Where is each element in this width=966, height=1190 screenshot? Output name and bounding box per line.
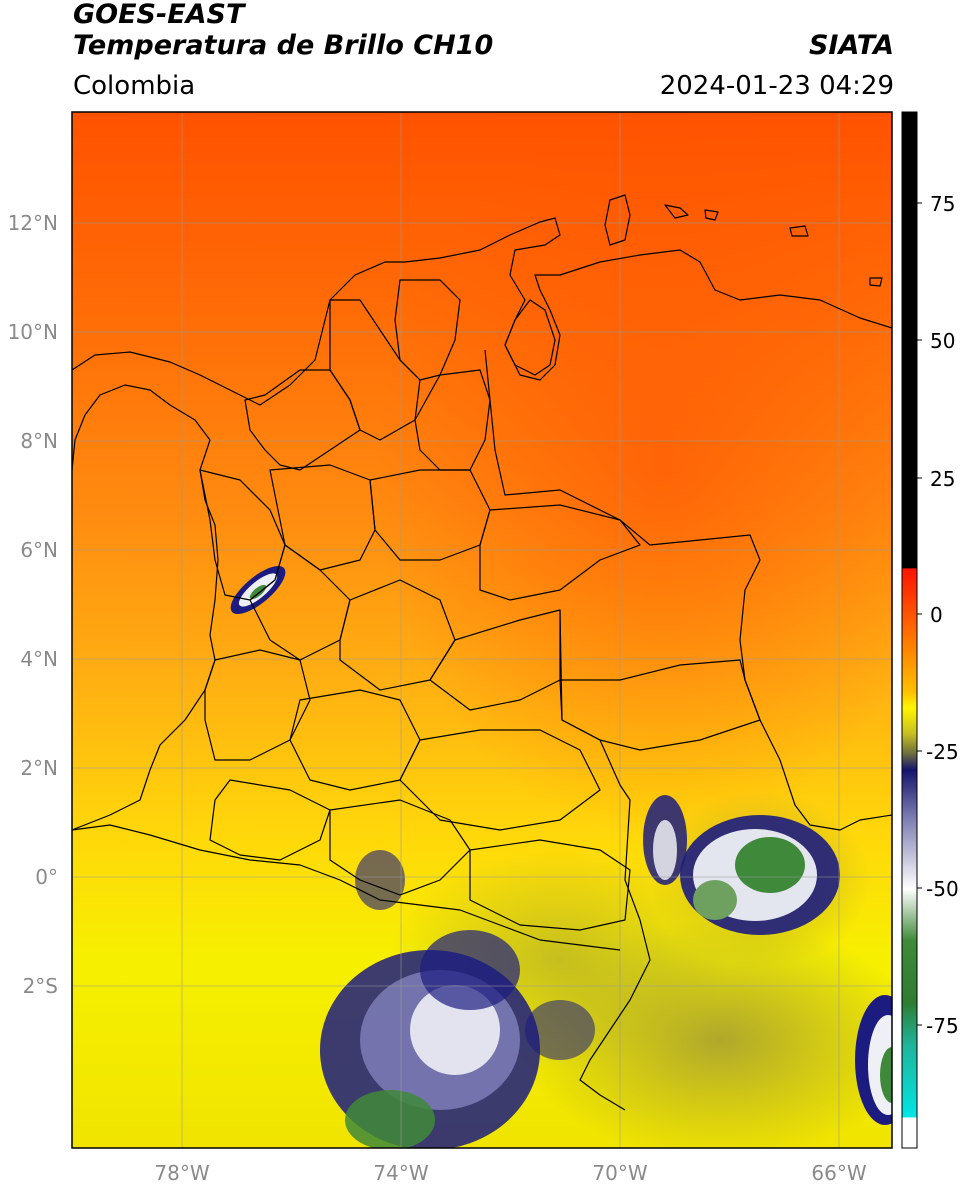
cloud-cluster-east [643, 795, 840, 935]
colorbar-tick-m25: -25 [926, 740, 959, 764]
lat-tick-12n: 12°N [8, 211, 58, 235]
graticule [72, 112, 892, 1148]
map-frame [71, 111, 893, 1149]
datetime-label: 2024-01-23 04:29 [659, 71, 894, 101]
colorbar: 75 50 25 0 -25 -50 -75 [901, 111, 959, 1149]
lon-tick-78w: 78°W [154, 1161, 209, 1185]
lat-tick-8n: 8°N [20, 429, 58, 453]
colorbar-tick-m50: -50 [926, 877, 959, 901]
colorbar-tick-m75: -75 [926, 1014, 959, 1038]
lat-tick-6n: 6°N [20, 538, 58, 562]
colorbar-tick-0: 0 [930, 603, 943, 627]
region-label: Colombia [73, 71, 196, 101]
lat-tick-2n: 2°N [20, 756, 58, 780]
colorbar-tick-75: 75 [930, 192, 955, 216]
lat-tick-4n: 4°N [20, 647, 58, 671]
lon-axis: 78°W 74°W 70°W 66°W [154, 1161, 866, 1185]
cloud-cluster-west [230, 565, 286, 615]
temperature-field [72, 112, 892, 1148]
source-label: SIATA [808, 30, 894, 61]
lon-tick-70w: 70°W [592, 1161, 647, 1185]
cloud-cluster-south [320, 850, 595, 1148]
boundaries [72, 194, 892, 1111]
product-title: Temperatura de Brillo CH10 [73, 30, 494, 61]
colorbar-ramp [901, 111, 918, 1149]
lat-tick-2s: 2°S [23, 974, 58, 998]
lat-axis: 12°N 10°N 8°N 6°N 4°N 2°N 0° 2°S [8, 211, 58, 998]
lon-tick-74w: 74°W [373, 1161, 428, 1185]
lat-tick-0: 0° [35, 865, 58, 889]
colorbar-tick-25: 25 [930, 467, 955, 491]
cloud-cluster-southeast [855, 995, 892, 1125]
lon-tick-66w: 66°W [811, 1161, 866, 1185]
satellite-name: GOES-EAST [73, 0, 245, 30]
lat-tick-10n: 10°N [8, 320, 58, 344]
colorbar-tick-50: 50 [930, 329, 955, 353]
